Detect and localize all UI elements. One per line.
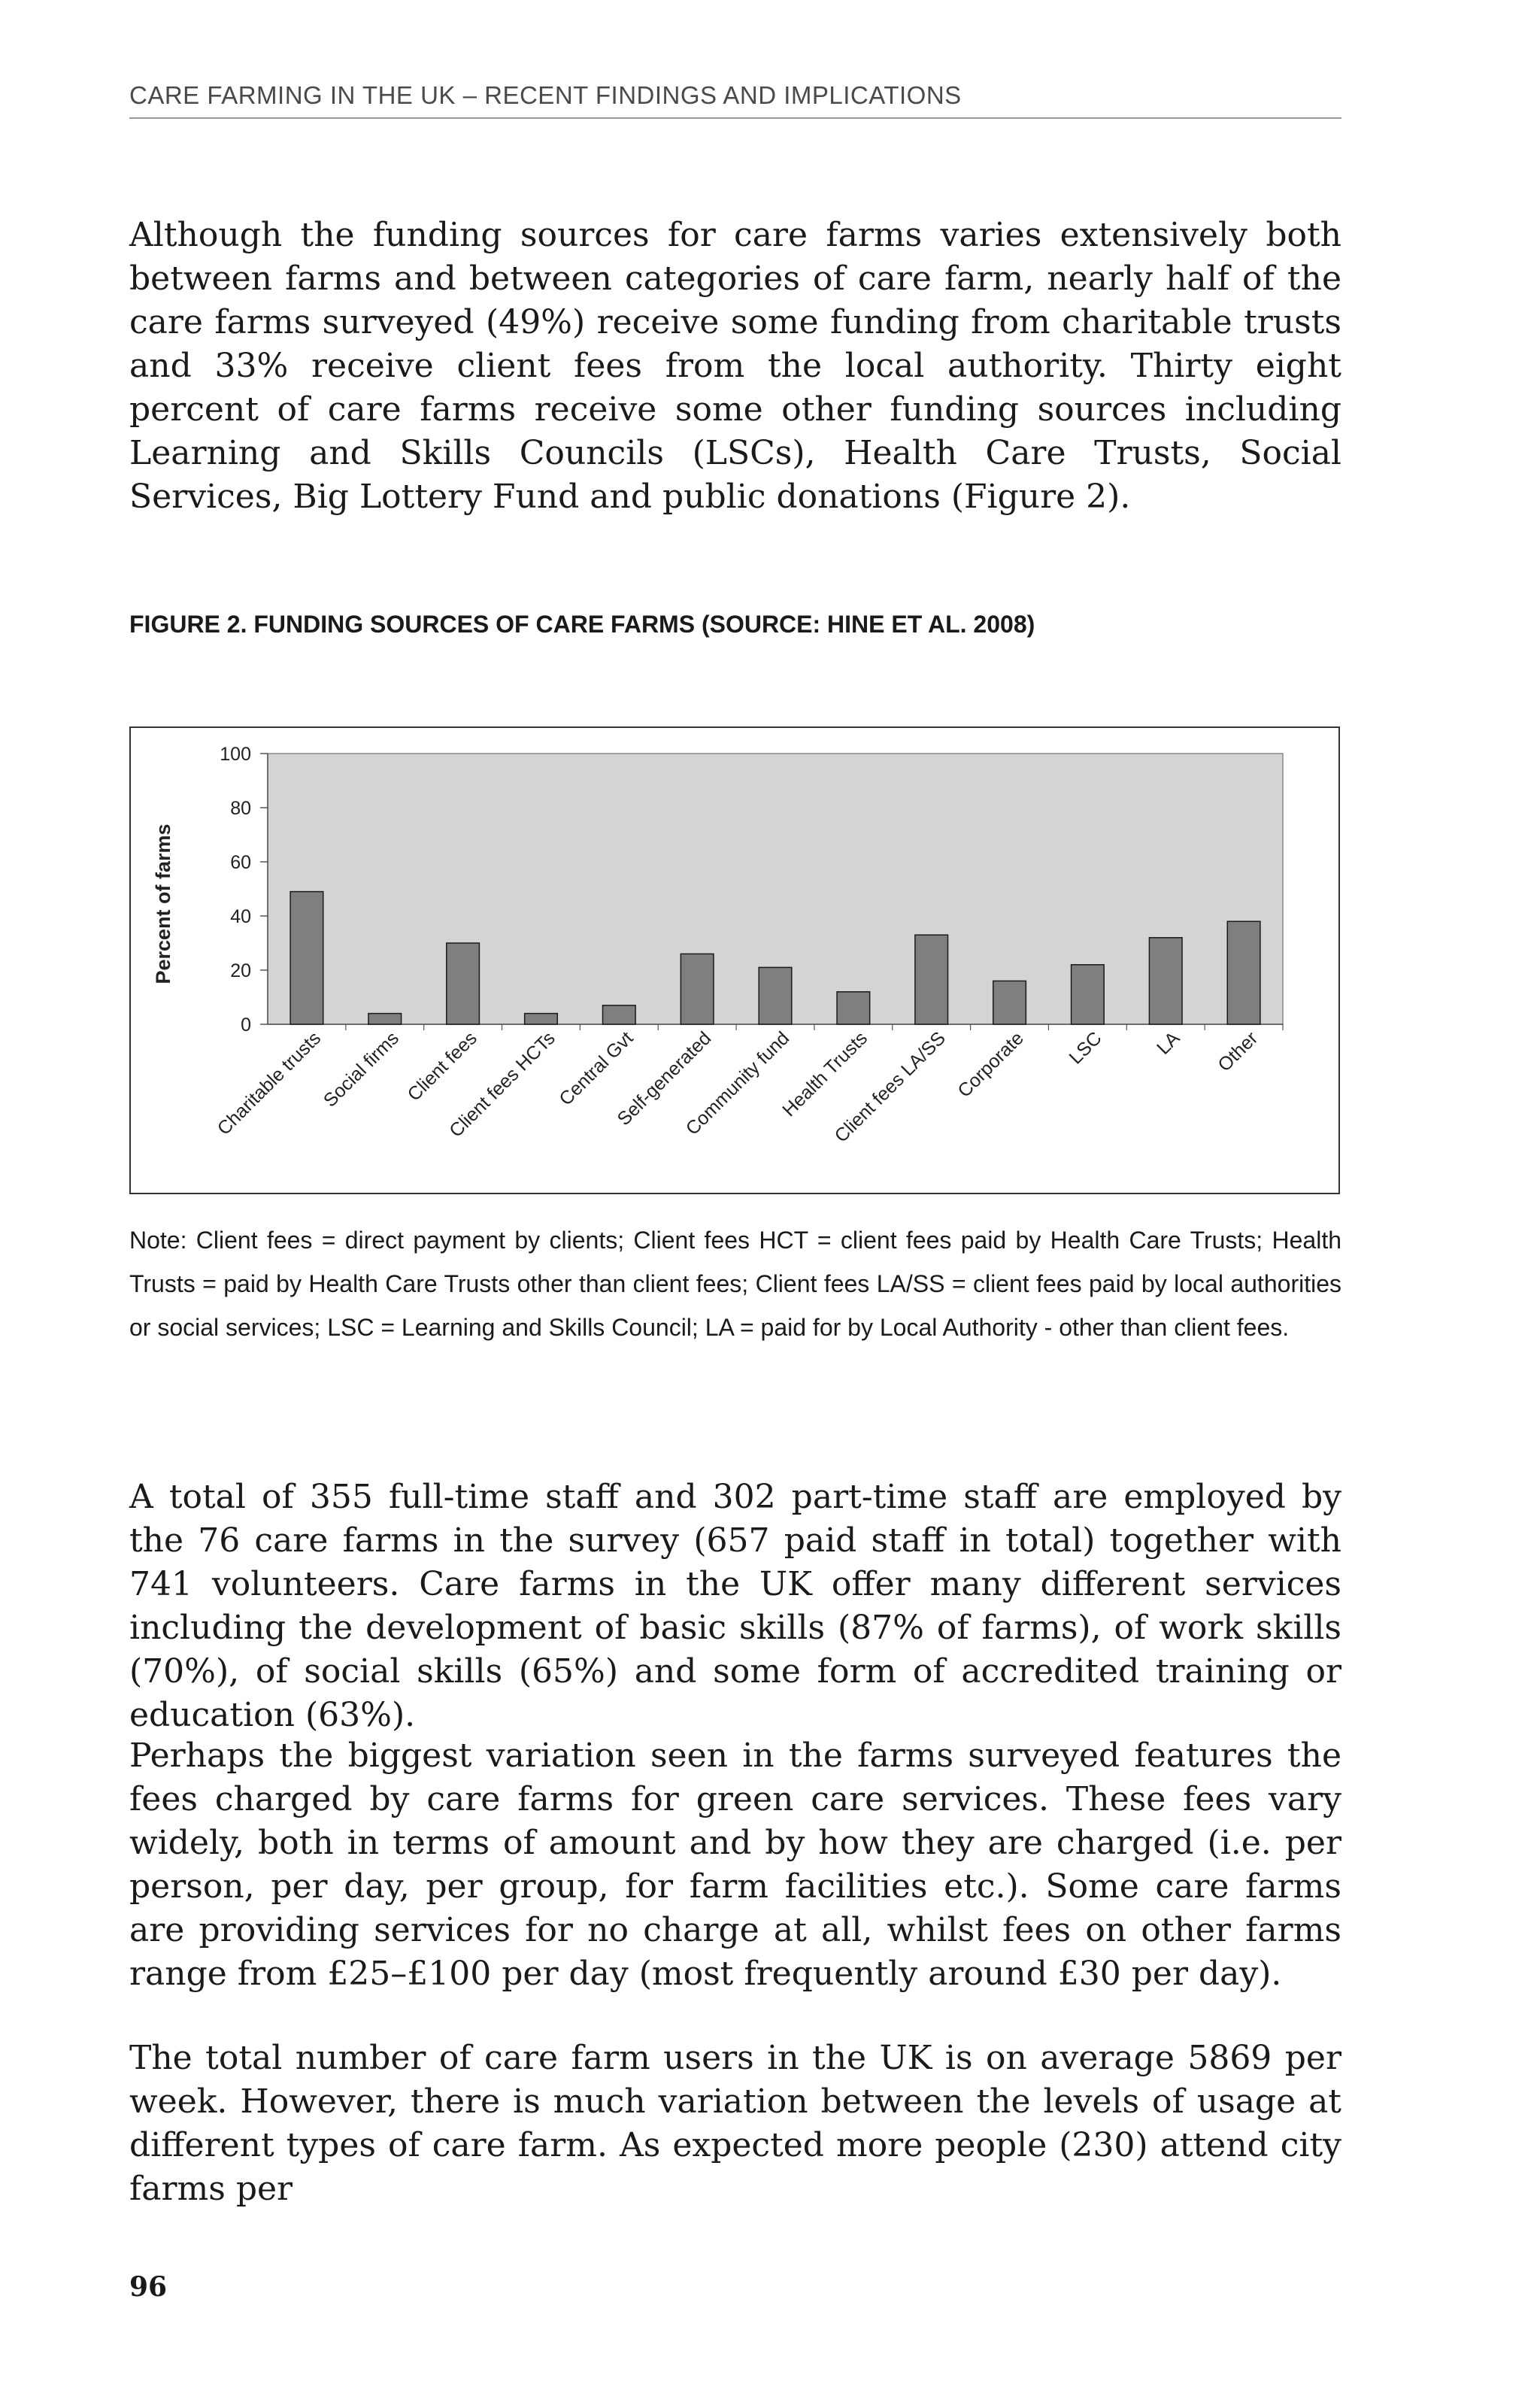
- bar-3: [446, 942, 480, 1025]
- body-paragraph-2: A total of 355 full-time staff and 302 p…: [129, 1478, 1341, 1734]
- y-tick-label: 40: [230, 906, 251, 927]
- x-category-label: Charitable trusts: [214, 1027, 326, 1139]
- x-category-label: Other: [1214, 1027, 1262, 1075]
- bar-2: [368, 1012, 402, 1025]
- bar-4: [523, 1012, 559, 1025]
- body-paragraph-4: The total number of care farm users in t…: [129, 2039, 1341, 2208]
- body-paragraph-1: Although the funding sources for care fa…: [129, 216, 1341, 516]
- figure-note: Note: Client fees = direct payment by cl…: [129, 1227, 1341, 1341]
- figure-caption: FIGURE 2. FUNDING SOURCES OF CARE FARMS …: [129, 611, 1035, 638]
- y-tick-label: 100: [220, 744, 251, 765]
- y-tick-label: 20: [230, 960, 251, 981]
- bar-8: [836, 991, 871, 1025]
- page-number: 96: [129, 2271, 168, 2303]
- x-category-label: LSC: [1065, 1027, 1105, 1068]
- bar-13: [1226, 921, 1261, 1025]
- bar-12: [1148, 937, 1183, 1025]
- bar-7: [758, 966, 793, 1025]
- bar-1: [290, 890, 324, 1025]
- bar-6: [680, 953, 714, 1025]
- body-paragraph-3: Perhaps the biggest variation seen in th…: [129, 1736, 1341, 1993]
- x-category-label: Central Gvt: [555, 1027, 637, 1109]
- y-tick-label: 60: [230, 852, 251, 873]
- y-axis-label: Percent of farms: [152, 823, 174, 984]
- x-category-label: Corporate: [953, 1027, 1027, 1101]
- x-category-label: Social firms: [320, 1027, 403, 1111]
- running-title: CARE FARMING IN THE UK – RECENT FINDINGS…: [129, 81, 962, 109]
- bar-11: [1070, 964, 1105, 1025]
- chart-frame: 0 20 40 60 80 100 Charitable trusts Social firm…: [129, 726, 1340, 1194]
- header-rule: [129, 117, 1341, 119]
- bar-9: [914, 934, 949, 1025]
- bar-5: [602, 1005, 636, 1025]
- x-category-label: LA: [1153, 1027, 1184, 1059]
- y-tick-label: 0: [241, 1015, 251, 1036]
- bar-10: [992, 980, 1027, 1025]
- x-category-label: Client fees: [404, 1027, 481, 1105]
- y-tick-label: 80: [230, 798, 251, 819]
